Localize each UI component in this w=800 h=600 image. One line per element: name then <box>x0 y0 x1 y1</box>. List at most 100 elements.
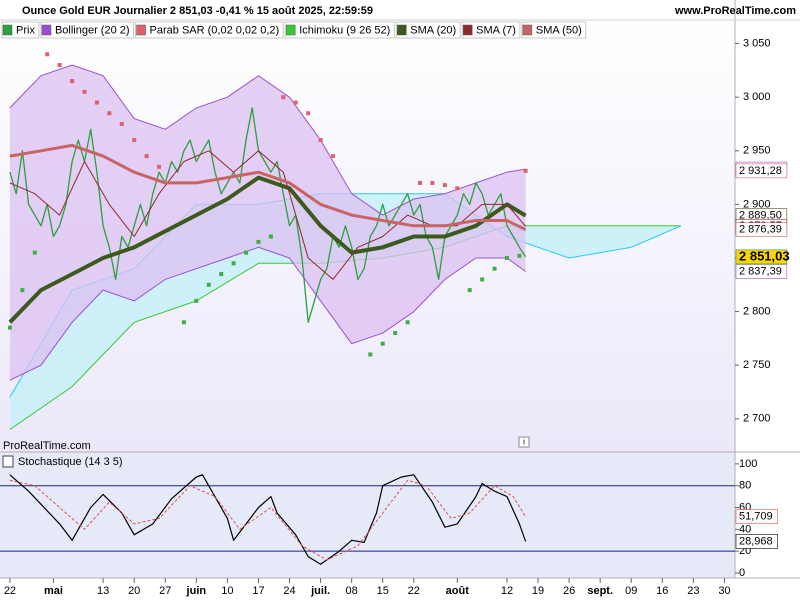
sar-dot <box>82 89 87 94</box>
y-tick-label: 2 900 <box>743 198 771 210</box>
legend-label: Parab SAR (0,02 0,02 0,2) <box>150 24 280 36</box>
x-tick-label: juil. <box>310 585 330 597</box>
last-value-box <box>735 222 788 237</box>
sar-dot <box>380 341 385 346</box>
sar-dot <box>244 250 249 255</box>
legend-item <box>135 21 284 39</box>
legend-label: SMA (50) <box>536 24 582 36</box>
y-tick-label: 40 <box>739 523 751 535</box>
sar-dot <box>331 154 336 159</box>
sar-dot <box>70 79 75 84</box>
x-tick-label: 24 <box>283 585 295 597</box>
sar-dot <box>523 168 528 173</box>
x-tick-label: 20 <box>128 585 140 597</box>
sar-dot <box>306 111 311 116</box>
x-tick-label: 09 <box>625 585 637 597</box>
last-value-box <box>735 163 788 179</box>
stoch-legend-box <box>2 455 14 468</box>
legend-item <box>284 21 395 39</box>
sar-dot <box>293 100 298 105</box>
sar-dot <box>107 111 112 116</box>
band-line <box>9 246 526 381</box>
info-icon[interactable] <box>518 436 530 448</box>
y-tick-label: 2 700 <box>743 413 771 425</box>
legend-label: Bollinger (20 2) <box>55 24 130 36</box>
legend-label: SMA (20) <box>410 24 456 36</box>
sar-dot <box>393 331 398 336</box>
sar-dot <box>318 138 323 143</box>
legend-label: Prix <box>16 24 35 36</box>
sar-dot <box>455 186 460 191</box>
last-value-label: 2 876,39 <box>739 224 782 236</box>
x-tick-label: juin <box>186 585 207 597</box>
sar-dot <box>219 272 224 277</box>
legend-swatch <box>41 24 52 36</box>
info-icon-glyph: i <box>523 438 525 447</box>
sar-dot <box>492 266 497 271</box>
chart-title: Ounce Gold EUR Journalier 2 851,03 -0,41… <box>22 5 373 17</box>
legend-swatch <box>522 24 533 36</box>
y-tick-label: 3 000 <box>743 91 771 103</box>
sar-dot <box>20 288 25 293</box>
sar-dot <box>418 180 422 185</box>
band-line <box>9 64 526 216</box>
sar-dot <box>281 95 286 100</box>
last-value-label: 28,968 <box>739 535 773 547</box>
sar-dot <box>405 320 410 325</box>
legend-label: Ichimoku (9 26 52) <box>299 24 390 36</box>
sar-dot <box>119 121 124 126</box>
sar-dot <box>144 154 149 159</box>
legend-swatch <box>397 24 407 36</box>
stoch-panel <box>0 452 735 578</box>
sar-dot <box>7 325 12 330</box>
sar-dot <box>480 277 485 282</box>
last-value-box <box>735 534 778 549</box>
sar-dot <box>467 288 472 293</box>
x-tick-label: août <box>446 585 470 597</box>
legend-item <box>521 21 587 39</box>
y-tick-label: 2 750 <box>743 359 771 371</box>
sar-dot <box>256 239 261 244</box>
x-tick-label: 30 <box>718 585 730 597</box>
legend-item <box>40 21 135 39</box>
watermark: ProRealTime.com <box>3 440 91 452</box>
sar-dot <box>517 253 522 258</box>
stoch-title: Stochastique (14 3 5) <box>18 456 123 468</box>
sar-dot <box>268 234 273 239</box>
series-line <box>9 479 527 561</box>
y-tick-label: 3 050 <box>743 37 771 49</box>
y-tick-label: 2 950 <box>743 145 771 157</box>
band-fill <box>9 65 526 381</box>
x-tick-label: 22 <box>4 585 16 597</box>
sar-dot <box>442 183 447 188</box>
y-tick-label: 100 <box>739 458 757 470</box>
x-tick-label: 10 <box>221 585 233 597</box>
legend-item <box>461 21 521 39</box>
series-line <box>9 143 527 232</box>
sar-dot <box>206 282 211 287</box>
x-tick-label: 17 <box>252 585 264 597</box>
sar-dot <box>45 52 50 57</box>
sar-dot <box>368 352 373 357</box>
y-tick-label: 2 800 <box>743 305 771 317</box>
y-tick-label: 80 <box>739 480 751 492</box>
sar-dot <box>157 164 162 169</box>
last-value-box <box>735 249 788 265</box>
x-tick-label: 26 <box>563 585 575 597</box>
x-tick-label: 13 <box>97 585 109 597</box>
series-line <box>8 175 527 324</box>
legend-item <box>395 21 461 39</box>
legend-swatch <box>136 24 146 36</box>
x-tick-label: 22 <box>408 585 420 597</box>
last-value-label: 2 837,39 <box>739 265 782 277</box>
last-value-box <box>735 509 778 524</box>
y-tick-label: 0 <box>739 567 745 579</box>
x-tick-label: 23 <box>687 585 699 597</box>
x-tick-label: mai <box>44 585 63 597</box>
sar-dot <box>430 180 435 185</box>
legend-swatch <box>2 24 13 36</box>
series-line <box>9 107 527 323</box>
last-value-label: 51,709 <box>739 510 773 522</box>
last-value-box <box>735 264 788 279</box>
source: www.ProRealTime.com <box>674 5 796 17</box>
